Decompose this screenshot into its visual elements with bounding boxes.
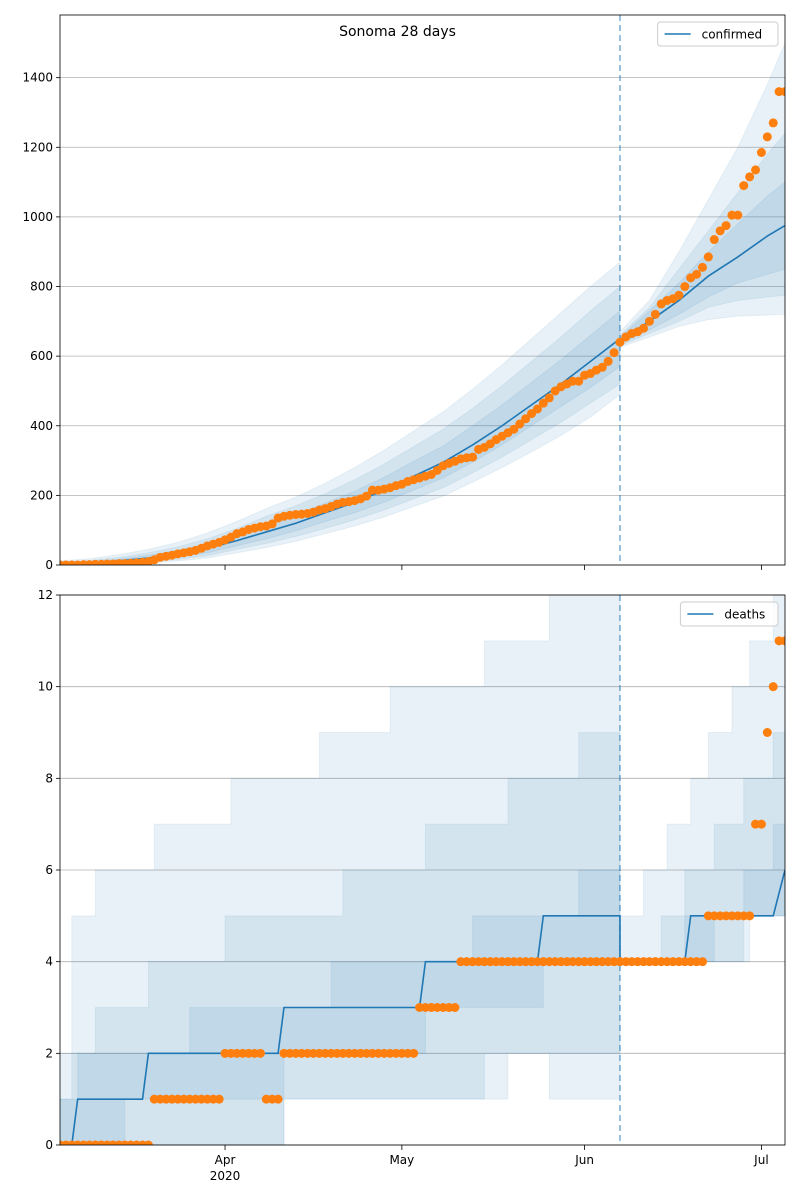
observed-point: [214, 1094, 224, 1104]
y-tick-label: 600: [30, 349, 53, 363]
y-tick-label: 4: [45, 955, 53, 969]
observed-point: [650, 309, 660, 319]
y-tick-label: 8: [45, 771, 53, 785]
observed-point: [255, 1048, 265, 1058]
observed-point: [721, 221, 731, 231]
y-tick-label: 1400: [22, 71, 53, 85]
observed-point: [780, 87, 785, 97]
observed-point: [768, 118, 778, 128]
observed-point: [409, 1048, 419, 1058]
legend-label: confirmed: [702, 28, 763, 42]
observed-point: [273, 1094, 283, 1104]
axes-frame: [59, 594, 786, 1146]
observed-point: [762, 728, 772, 737]
legend-box: [657, 21, 779, 47]
observed-point: [574, 376, 584, 386]
y-tick-label: 400: [30, 419, 53, 433]
observed-point: [674, 290, 684, 300]
y-tick-label: 800: [30, 280, 53, 294]
legend-label: deaths: [724, 608, 765, 622]
observed-point: [709, 235, 719, 245]
observed-point: [509, 424, 519, 434]
confidence-band: [60, 595, 785, 1145]
observed-point: [639, 323, 649, 333]
observed-point: [768, 682, 778, 692]
y-tick-label: 1000: [22, 210, 53, 224]
y-tick-label: 12: [38, 588, 53, 602]
confidence-band: [60, 732, 785, 1145]
observed-point: [745, 911, 755, 921]
legend-box: [679, 601, 779, 627]
x-tick-label: Jul: [753, 1153, 768, 1167]
observed-point: [362, 491, 372, 501]
observed-point: [450, 1003, 460, 1012]
observed-point: [544, 393, 554, 403]
plot-area: [60, 15, 785, 565]
x-tick-label: Apr 2020: [210, 1153, 241, 1183]
observed-point: [532, 404, 542, 414]
chart-title: Sonoma 28 days: [339, 24, 456, 40]
x-tick-label: May: [389, 1153, 414, 1167]
y-tick-label: 2: [45, 1046, 53, 1060]
observed-point: [267, 519, 277, 529]
observed-point: [692, 269, 702, 279]
confidence-band: [60, 42, 785, 565]
observed-point: [756, 819, 766, 829]
y-tick-label: 0: [45, 1138, 53, 1152]
observed-point: [751, 165, 761, 175]
observed-point: [644, 316, 654, 326]
observed-point: [143, 1140, 153, 1145]
observed-point: [603, 356, 613, 366]
plot-area: [60, 595, 785, 1145]
observed-point: [521, 414, 531, 424]
observed-point: [697, 262, 707, 272]
y-tick-label: 200: [30, 488, 53, 502]
observed-point: [697, 957, 707, 967]
observed-point: [762, 132, 772, 142]
observed-point: [538, 398, 548, 408]
observed-point: [597, 362, 607, 372]
observed-point: [609, 348, 619, 358]
observed-point: [703, 252, 713, 262]
observed-point: [468, 452, 478, 462]
y-tick-label: 6: [45, 863, 53, 877]
observed-point: [745, 172, 755, 182]
observed-point: [715, 226, 725, 236]
observed-point: [680, 282, 690, 292]
observed-point: [756, 148, 766, 157]
observed-point: [780, 636, 785, 646]
observed-point: [739, 181, 749, 191]
model-line: [60, 869, 785, 1145]
confidence-band: [60, 181, 785, 565]
observed-point: [733, 210, 743, 220]
y-tick-label: 0: [45, 558, 53, 572]
observed-point: [515, 419, 525, 429]
y-tick-label: 1200: [22, 140, 53, 154]
x-tick-label: Jun: [574, 1153, 594, 1167]
observed-point: [615, 337, 625, 347]
axes-frame: [59, 14, 786, 566]
y-tick-label: 10: [38, 680, 53, 694]
